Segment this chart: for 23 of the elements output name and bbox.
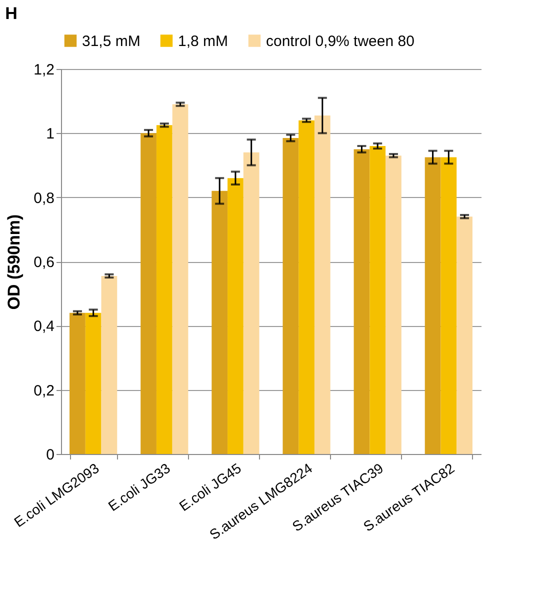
bar	[440, 157, 457, 454]
y-tick-label: 0,6	[34, 254, 54, 271]
y-tick-label: 0	[46, 446, 54, 464]
y-tick-label: 0,2	[34, 382, 54, 400]
y-axis-title: OD (590nm)	[4, 214, 24, 310]
legend-label: control 0,9% tween 80	[266, 32, 414, 50]
bar	[140, 133, 156, 454]
y-tick-label: 0,8	[34, 190, 54, 207]
legend-label: 1,8 mM	[178, 32, 228, 50]
bar	[282, 138, 299, 454]
y-tick-label: 1	[46, 126, 54, 143]
bar	[354, 149, 370, 454]
bar	[228, 178, 244, 454]
legend-label: 31,5 mM	[82, 32, 140, 50]
bar	[243, 152, 260, 454]
bar	[212, 190, 228, 454]
bar	[85, 312, 102, 454]
y-tick-label: 0,4	[34, 318, 54, 336]
chart-title: H	[5, 4, 18, 23]
bar	[370, 146, 386, 454]
bar	[424, 157, 441, 454]
bar	[314, 116, 330, 454]
y-tick-label: 1,2	[34, 62, 54, 78]
